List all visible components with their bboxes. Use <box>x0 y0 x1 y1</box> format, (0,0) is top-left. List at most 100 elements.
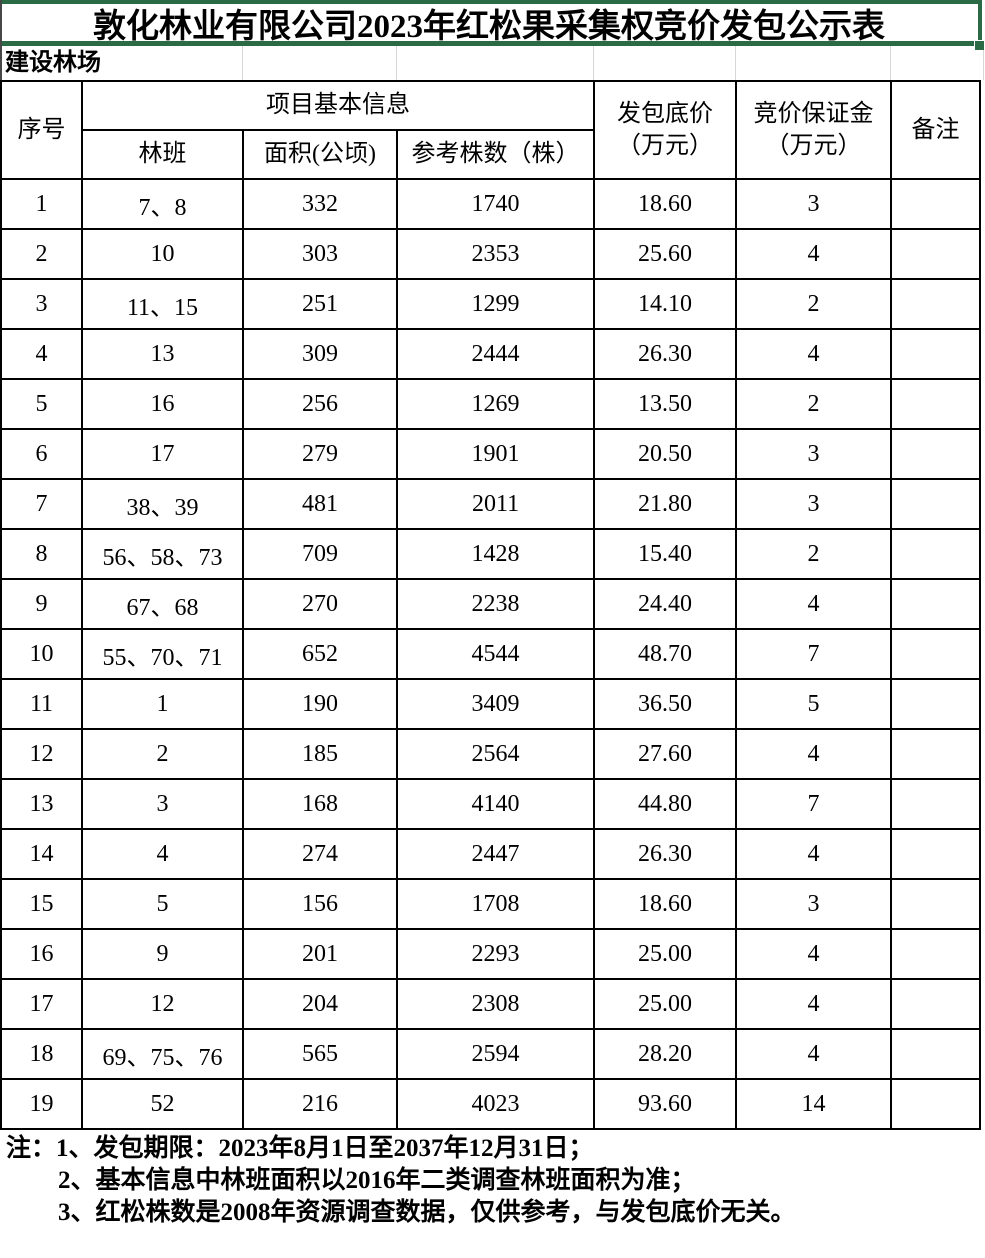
selection-fill-handle[interactable] <box>974 40 984 50</box>
header-no[interactable]: 序号 <box>0 80 83 180</box>
cell-banclass[interactable]: 16 <box>81 378 244 430</box>
cell-price[interactable]: 36.50 <box>593 678 738 730</box>
cell-price[interactable]: 26.30 <box>593 828 738 880</box>
cell-deposit[interactable]: 4 <box>735 978 893 1030</box>
cell-trees[interactable]: 1269 <box>395 378 596 430</box>
cell-trees[interactable]: 1740 <box>395 178 596 230</box>
cell-remark[interactable] <box>890 1078 982 1130</box>
cell-trees[interactable]: 1708 <box>395 878 596 930</box>
cell-trees[interactable]: 2444 <box>395 328 596 380</box>
cell-banclass[interactable]: 55、70、71 <box>81 628 244 680</box>
header-group-basic-info[interactable]: 项目基本信息 <box>80 80 596 131</box>
cell-no[interactable]: 12 <box>0 728 83 780</box>
cell-trees[interactable]: 2594 <box>395 1028 596 1080</box>
header-forest-class[interactable]: 林班 <box>81 129 244 180</box>
section-label-cell[interactable]: 建设林场 <box>5 50 101 76</box>
cell-no[interactable]: 1 <box>0 178 83 230</box>
cell-remark[interactable] <box>890 928 982 980</box>
cell-banclass[interactable]: 5 <box>81 878 244 930</box>
cell-area[interactable]: 201 <box>242 928 398 980</box>
cell-remark[interactable] <box>890 278 982 330</box>
cell-deposit[interactable]: 4 <box>735 928 893 980</box>
cell-deposit[interactable]: 3 <box>735 478 893 530</box>
cell-deposit[interactable]: 2 <box>735 378 893 430</box>
cell-deposit[interactable]: 2 <box>735 528 893 580</box>
footnote-2[interactable]: 2、基本信息中林班面积以2016年二类调查林班面积为准； <box>58 1167 696 1194</box>
cell-deposit[interactable]: 2 <box>735 278 893 330</box>
cell-remark[interactable] <box>890 978 982 1030</box>
cell-remark[interactable] <box>890 828 982 880</box>
cell-price[interactable]: 27.60 <box>593 728 738 780</box>
cell-trees[interactable]: 2353 <box>395 228 596 280</box>
cell-area[interactable]: 309 <box>242 328 398 380</box>
cell-deposit[interactable]: 4 <box>735 328 893 380</box>
cell-deposit[interactable]: 3 <box>735 178 893 230</box>
selected-title-cell[interactable]: 敦化林业有限公司2023年红松果采集权竞价发包公示表 <box>0 0 982 46</box>
cell-remark[interactable] <box>890 728 982 780</box>
cell-banclass[interactable]: 38、39 <box>81 478 244 530</box>
header-area[interactable]: 面积(公顷) <box>242 129 398 180</box>
cell-deposit[interactable]: 4 <box>735 578 893 630</box>
cell-trees[interactable]: 4140 <box>395 778 596 830</box>
cell-trees[interactable]: 4544 <box>395 628 596 680</box>
cell-remark[interactable] <box>890 578 982 630</box>
cell-banclass[interactable]: 67、68 <box>81 578 244 630</box>
cell-remark[interactable] <box>890 528 982 580</box>
footnote-3[interactable]: 3、红松株数是2008年资源调查数据，仅供参考，与发包底价无关。 <box>58 1199 796 1226</box>
cell-banclass[interactable]: 10 <box>81 228 244 280</box>
cell-area[interactable]: 274 <box>242 828 398 880</box>
cell-banclass[interactable]: 3 <box>81 778 244 830</box>
cell-no[interactable]: 19 <box>0 1078 83 1130</box>
cell-price[interactable]: 26.30 <box>593 328 738 380</box>
cell-area[interactable]: 709 <box>242 528 398 580</box>
cell-no[interactable]: 14 <box>0 828 83 880</box>
cell-banclass[interactable]: 13 <box>81 328 244 380</box>
cell-price[interactable]: 21.80 <box>593 478 738 530</box>
cell-remark[interactable] <box>890 678 982 730</box>
cell-price[interactable]: 24.40 <box>593 578 738 630</box>
cell-area[interactable]: 204 <box>242 978 398 1030</box>
cell-price[interactable]: 18.60 <box>593 178 738 230</box>
cell-remark[interactable] <box>890 778 982 830</box>
cell-no[interactable]: 9 <box>0 578 83 630</box>
header-deposit[interactable]: 竞价保证金 （万元） <box>735 80 893 180</box>
cell-deposit[interactable]: 3 <box>735 428 893 480</box>
footnote-1[interactable]: 注：1、发包期限：2023年8月1日至2037年12月31日； <box>6 1135 594 1162</box>
cell-price[interactable]: 25.60 <box>593 228 738 280</box>
cell-area[interactable]: 279 <box>242 428 398 480</box>
cell-remark[interactable] <box>890 178 982 230</box>
cell-area[interactable]: 332 <box>242 178 398 230</box>
cell-banclass[interactable]: 9 <box>81 928 244 980</box>
cell-deposit[interactable]: 4 <box>735 828 893 880</box>
cell-price[interactable]: 18.60 <box>593 878 738 930</box>
cell-no[interactable]: 11 <box>0 678 83 730</box>
cell-area[interactable]: 270 <box>242 578 398 630</box>
cell-trees[interactable]: 2011 <box>395 478 596 530</box>
cell-trees[interactable]: 1299 <box>395 278 596 330</box>
cell-trees[interactable]: 1901 <box>395 428 596 480</box>
cell-trees[interactable]: 2293 <box>395 928 596 980</box>
cell-no[interactable]: 7 <box>0 478 83 530</box>
cell-banclass[interactable]: 52 <box>81 1078 244 1130</box>
cell-price[interactable]: 14.10 <box>593 278 738 330</box>
cell-no[interactable]: 6 <box>0 428 83 480</box>
cell-deposit[interactable]: 4 <box>735 228 893 280</box>
cell-banclass[interactable]: 12 <box>81 978 244 1030</box>
cell-price[interactable]: 25.00 <box>593 978 738 1030</box>
cell-price[interactable]: 28.20 <box>593 1028 738 1080</box>
cell-no[interactable]: 15 <box>0 878 83 930</box>
cell-price[interactable]: 93.60 <box>593 1078 738 1130</box>
cell-price[interactable]: 44.80 <box>593 778 738 830</box>
cell-area[interactable]: 168 <box>242 778 398 830</box>
cell-deposit[interactable]: 7 <box>735 628 893 680</box>
cell-no[interactable]: 16 <box>0 928 83 980</box>
cell-remark[interactable] <box>890 878 982 930</box>
cell-no[interactable]: 2 <box>0 228 83 280</box>
cell-banclass[interactable]: 17 <box>81 428 244 480</box>
cell-price[interactable]: 25.00 <box>593 928 738 980</box>
cell-banclass[interactable]: 1 <box>81 678 244 730</box>
cell-no[interactable]: 10 <box>0 628 83 680</box>
cell-remark[interactable] <box>890 378 982 430</box>
cell-price[interactable]: 20.50 <box>593 428 738 480</box>
cell-deposit[interactable]: 4 <box>735 1028 893 1080</box>
